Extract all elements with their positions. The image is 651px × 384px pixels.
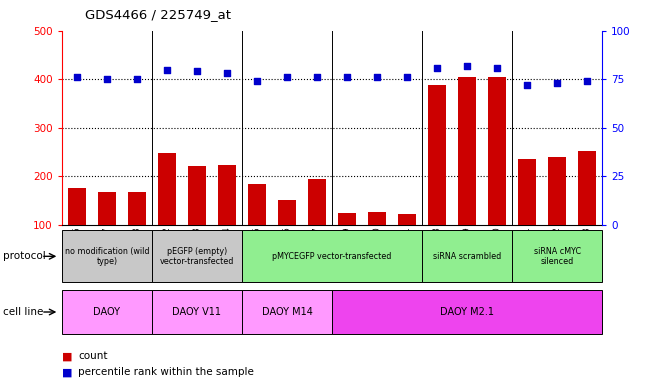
Point [582,78,592,84]
Bar [518,159,536,225]
Point [102,76,112,82]
Point [312,74,322,80]
Point [282,74,292,80]
Point [372,74,382,80]
Text: DAOY M2.1: DAOY M2.1 [440,307,494,317]
Text: cell line: cell line [3,307,44,317]
Text: pMYCEGFP vector-transfected: pMYCEGFP vector-transfected [272,252,392,261]
Bar [338,213,356,225]
Text: ■: ■ [62,351,72,361]
Point [161,66,172,73]
Bar [62,230,152,282]
Bar [188,167,206,225]
Text: GDS4466 / 225749_at: GDS4466 / 225749_at [85,8,230,22]
Text: pEGFP (empty)
vector-transfected: pEGFP (empty) vector-transfected [159,247,234,266]
Bar [332,290,602,334]
Bar [152,230,242,282]
Point [492,65,503,71]
Bar [278,200,296,225]
Text: siRNA cMYC
silenced: siRNA cMYC silenced [534,247,581,266]
Point [132,76,142,82]
Text: siRNA scrambled: siRNA scrambled [433,252,501,261]
Point [462,63,473,69]
Text: percentile rank within the sample: percentile rank within the sample [78,367,254,377]
Bar [242,290,332,334]
Bar [128,192,146,225]
Bar [422,230,512,282]
Text: protocol: protocol [3,251,46,262]
Bar [488,77,506,225]
Bar [62,290,152,334]
Text: no modification (wild
type): no modification (wild type) [64,247,149,266]
Point [222,70,232,76]
Point [552,80,562,86]
Point [252,78,262,84]
Bar [578,151,596,225]
Point [72,74,82,80]
Bar [68,188,86,225]
Point [191,68,202,74]
Bar [242,230,422,282]
Bar [152,290,242,334]
Text: DAOY M14: DAOY M14 [262,307,312,317]
Point [402,74,412,80]
Text: ■: ■ [62,367,72,377]
Bar [398,214,416,225]
Bar [308,179,326,225]
Bar [218,166,236,225]
Bar [368,212,386,225]
Bar [428,85,446,225]
Bar [458,77,476,225]
Bar [98,192,116,225]
Point [432,65,442,71]
Point [522,82,533,88]
Text: DAOY V11: DAOY V11 [173,307,221,317]
Text: count: count [78,351,107,361]
Point [342,74,352,80]
Bar [548,157,566,225]
Bar [158,153,176,225]
Text: DAOY: DAOY [93,307,120,317]
Bar [512,230,602,282]
Bar [248,184,266,225]
